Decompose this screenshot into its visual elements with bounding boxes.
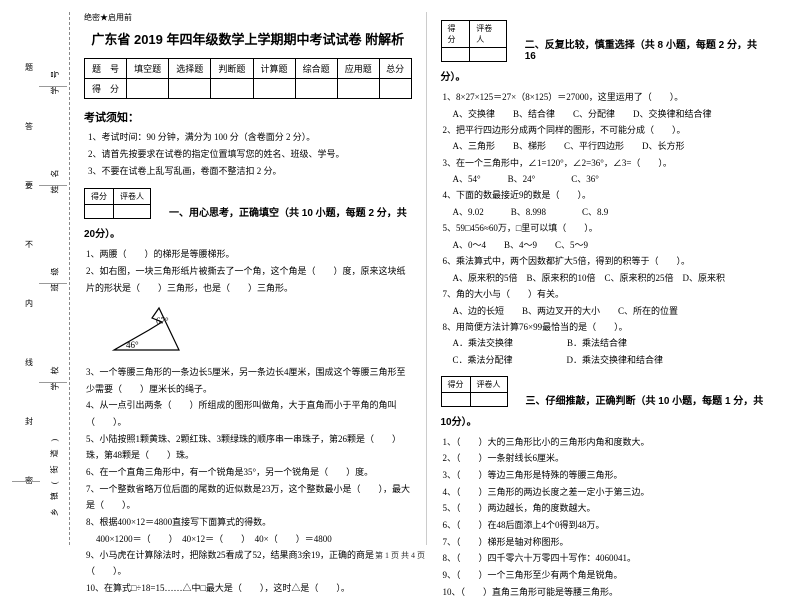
side-char: 题	[24, 63, 35, 81]
question: 1、8×27×125＝27×（8×125）＝27000，这里运用了（ ）。	[443, 89, 769, 106]
binding-margin: 学号 姓名 班级 学校 乡镇(街道)	[40, 12, 70, 545]
judge: 2、（ ）一条射线长6厘米。	[443, 450, 769, 467]
side-char: 线	[24, 358, 35, 376]
question: 8、根据400×12＝4800直接写下面算式的得数。	[86, 514, 412, 531]
option: A、边的长短 B、两边叉开的大小 C、所在的位置	[453, 303, 769, 319]
question: 1、两腰（ ）的梯形是等腰梯形。	[86, 246, 412, 263]
section-title: 一、用心思考，正确填空（共 10 小题，每题 2 分，共	[169, 204, 407, 219]
option: A、0～4 B、4～9 C、5～9	[453, 237, 769, 253]
question: 2、把平行四边形分成两个同样的图形，不可能分成（ ）。	[443, 122, 769, 139]
page: 题 答 要 不 内 线 封 密 学号 姓名 班级 学校 乡镇(街道) 绝密★启用…	[0, 0, 800, 545]
judge: 6、（ ）在48后面添上4个0得到48万。	[443, 517, 769, 534]
table-row: 得 分	[85, 79, 412, 99]
question-sub: 400×1200＝（ ） 40×12＝（ ） 40×（ ）＝4800	[96, 531, 412, 547]
margin-field: 姓名	[39, 172, 71, 188]
angle-label: 46°	[126, 340, 139, 350]
exam-title: 广东省 2019 年四年级数学上学期期中考试试卷 附解析	[84, 29, 412, 48]
question: 7、一个整数省略万位后面的尾数的近似数是23万，这个整数最小是（ ），最大是（ …	[86, 481, 412, 514]
question: 5、小陆按照1颗黄珠、2颗红珠、3颗绿珠的顺序串一串珠子，第26颗是（ ）珠，第…	[86, 431, 412, 464]
option: A、原来积的5倍 B、原来积的10倍 C、原来积的25倍 D、原来积	[453, 270, 769, 286]
option: A．乘法交换律 B．乘法结合律	[453, 335, 769, 351]
side-char: 封	[24, 417, 35, 435]
judge: 10、（ ）直角三角形可能是等腰三角形。	[443, 584, 769, 600]
side-char: 内	[24, 299, 35, 317]
side-annotations: 题 答 要 不 内 线 封 密	[18, 12, 40, 545]
score-table: 题 号填空题选择题判断题计算题综合题应用题总分 得 分	[84, 58, 412, 99]
question: 8、用简便方法计算76×99最恰当的是（ ）。	[443, 319, 769, 336]
section-header-2: 得分评卷人 二、反复比较，慎重选择（共 8 小题，每题 2 分，共 16	[441, 20, 769, 62]
option: C．乘法分配律 D．乘法交换律和结合律	[453, 352, 769, 368]
judge: 3、（ ）等边三角形是特殊的等腰三角形。	[443, 467, 769, 484]
question: 6、乘法算式中，两个因数都扩大5倍，得到的积等于（ ）。	[443, 253, 769, 270]
triangle-figure: 67° 46°	[104, 300, 412, 360]
judge: 1、（ ）大的三角形比小的三角形内角和度数大。	[443, 434, 769, 451]
notice-item: 1、考试时间：90 分钟，满分为 100 分（含卷面分 2 分）。	[88, 129, 412, 146]
notice-item: 3、不要在试卷上乱写乱画，卷面不整洁扣 2 分。	[88, 163, 412, 180]
option: A、交换律 B、结合律 C、分配律 D、交换律和结合律	[453, 106, 769, 122]
angle-label: 67°	[156, 316, 169, 326]
judge: 7、（ ）梯形是轴对称图形。	[443, 534, 769, 551]
judge: 4、（ ）三角形的两边长度之差一定小于第三边。	[443, 484, 769, 501]
score-mini: 得分评卷人	[441, 20, 507, 62]
table-row: 题 号填空题选择题判断题计算题综合题应用题总分	[85, 59, 412, 79]
side-char: 不	[24, 240, 35, 258]
section-title: 二、反复比较，慎重选择（共 8 小题，每题 2 分，共 16	[525, 36, 768, 62]
question: 4、下面的数最接近9的数是（ ）。	[443, 187, 769, 204]
score-mini: 得分评卷人	[441, 376, 508, 407]
option: A、54° B、24° C、36°	[453, 171, 769, 187]
margin-field: 学号	[39, 73, 71, 89]
left-column: 绝密★启用前 广东省 2019 年四年级数学上学期期中考试试卷 附解析 题 号填…	[70, 12, 427, 545]
question: 3、在一个三角形中，∠1=120°，∠2=36°，∠3=（ ）。	[443, 155, 769, 172]
section-sub: 分）。	[441, 68, 769, 83]
section-sub: 10分）。	[441, 413, 769, 428]
notice-list: 1、考试时间：90 分钟，满分为 100 分（含卷面分 2 分）。 2、请首先按…	[88, 129, 412, 180]
option: A、9.02 B、8.998 C、8.9	[453, 204, 769, 220]
page-footer: 第 1 页 共 4 页	[0, 550, 800, 561]
section-title: 三、仔细推敲，正确判断（共 10 小题，每题 1 分，共	[526, 392, 764, 407]
section-header-1: 得分评卷人 一、用心思考，正确填空（共 10 小题，每题 2 分，共	[84, 188, 412, 219]
notice-title: 考试须知：	[84, 109, 412, 125]
score-mini: 得分评卷人	[84, 188, 151, 219]
triangle-svg: 67° 46°	[104, 300, 204, 358]
section-sub: 20分）。	[84, 225, 412, 240]
section-header-3: 得分评卷人 三、仔细推敲，正确判断（共 10 小题，每题 1 分，共	[441, 376, 769, 407]
side-char: 答	[24, 122, 35, 140]
option: A、三角形 B、梯形 C、平行四边形 D、长方形	[453, 138, 769, 154]
judge: 5、（ ）两边越长，角的度数越大。	[443, 500, 769, 517]
margin-field: 学校	[39, 369, 71, 385]
secret-label: 绝密★启用前	[84, 12, 412, 23]
notice-item: 2、请首先按要求在试卷的指定位置填写您的姓名、班级、学号。	[88, 146, 412, 163]
content: 绝密★启用前 广东省 2019 年四年级数学上学期期中考试试卷 附解析 题 号填…	[70, 12, 782, 545]
margin-field: 班级	[39, 270, 71, 286]
question: 2、如右图，一块三角形纸片被撕去了一个角，这个角是（ ）度，原来这块纸片的形状是…	[86, 263, 412, 296]
side-char: 要	[24, 181, 35, 199]
question: 7、角的大小与（ ）有关。	[443, 286, 769, 303]
question: 6、在一个直角三角形中，有一个锐角是35°，另一个锐角是（ ）度。	[86, 464, 412, 481]
question: 3、一个等腰三角形的一条边长5厘米，另一条边长4厘米，围成这个等腰三角形至少需要…	[86, 364, 412, 397]
right-column: 得分评卷人 二、反复比较，慎重选择（共 8 小题，每题 2 分，共 16 分）。…	[427, 12, 783, 545]
judge: 9、（ ）一个三角形至少有两个角是锐角。	[443, 567, 769, 584]
question: 5、59□456≈60万，□里可以填（ ）。	[443, 220, 769, 237]
question: 10、在算式□÷18=15……△中□最大是（ ），这时△是（ ）。	[86, 580, 412, 597]
question: 4、从一点引出两条（ ）所组成的图形叫做角，大于直角而小于平角的角叫（ ）。	[86, 397, 412, 430]
